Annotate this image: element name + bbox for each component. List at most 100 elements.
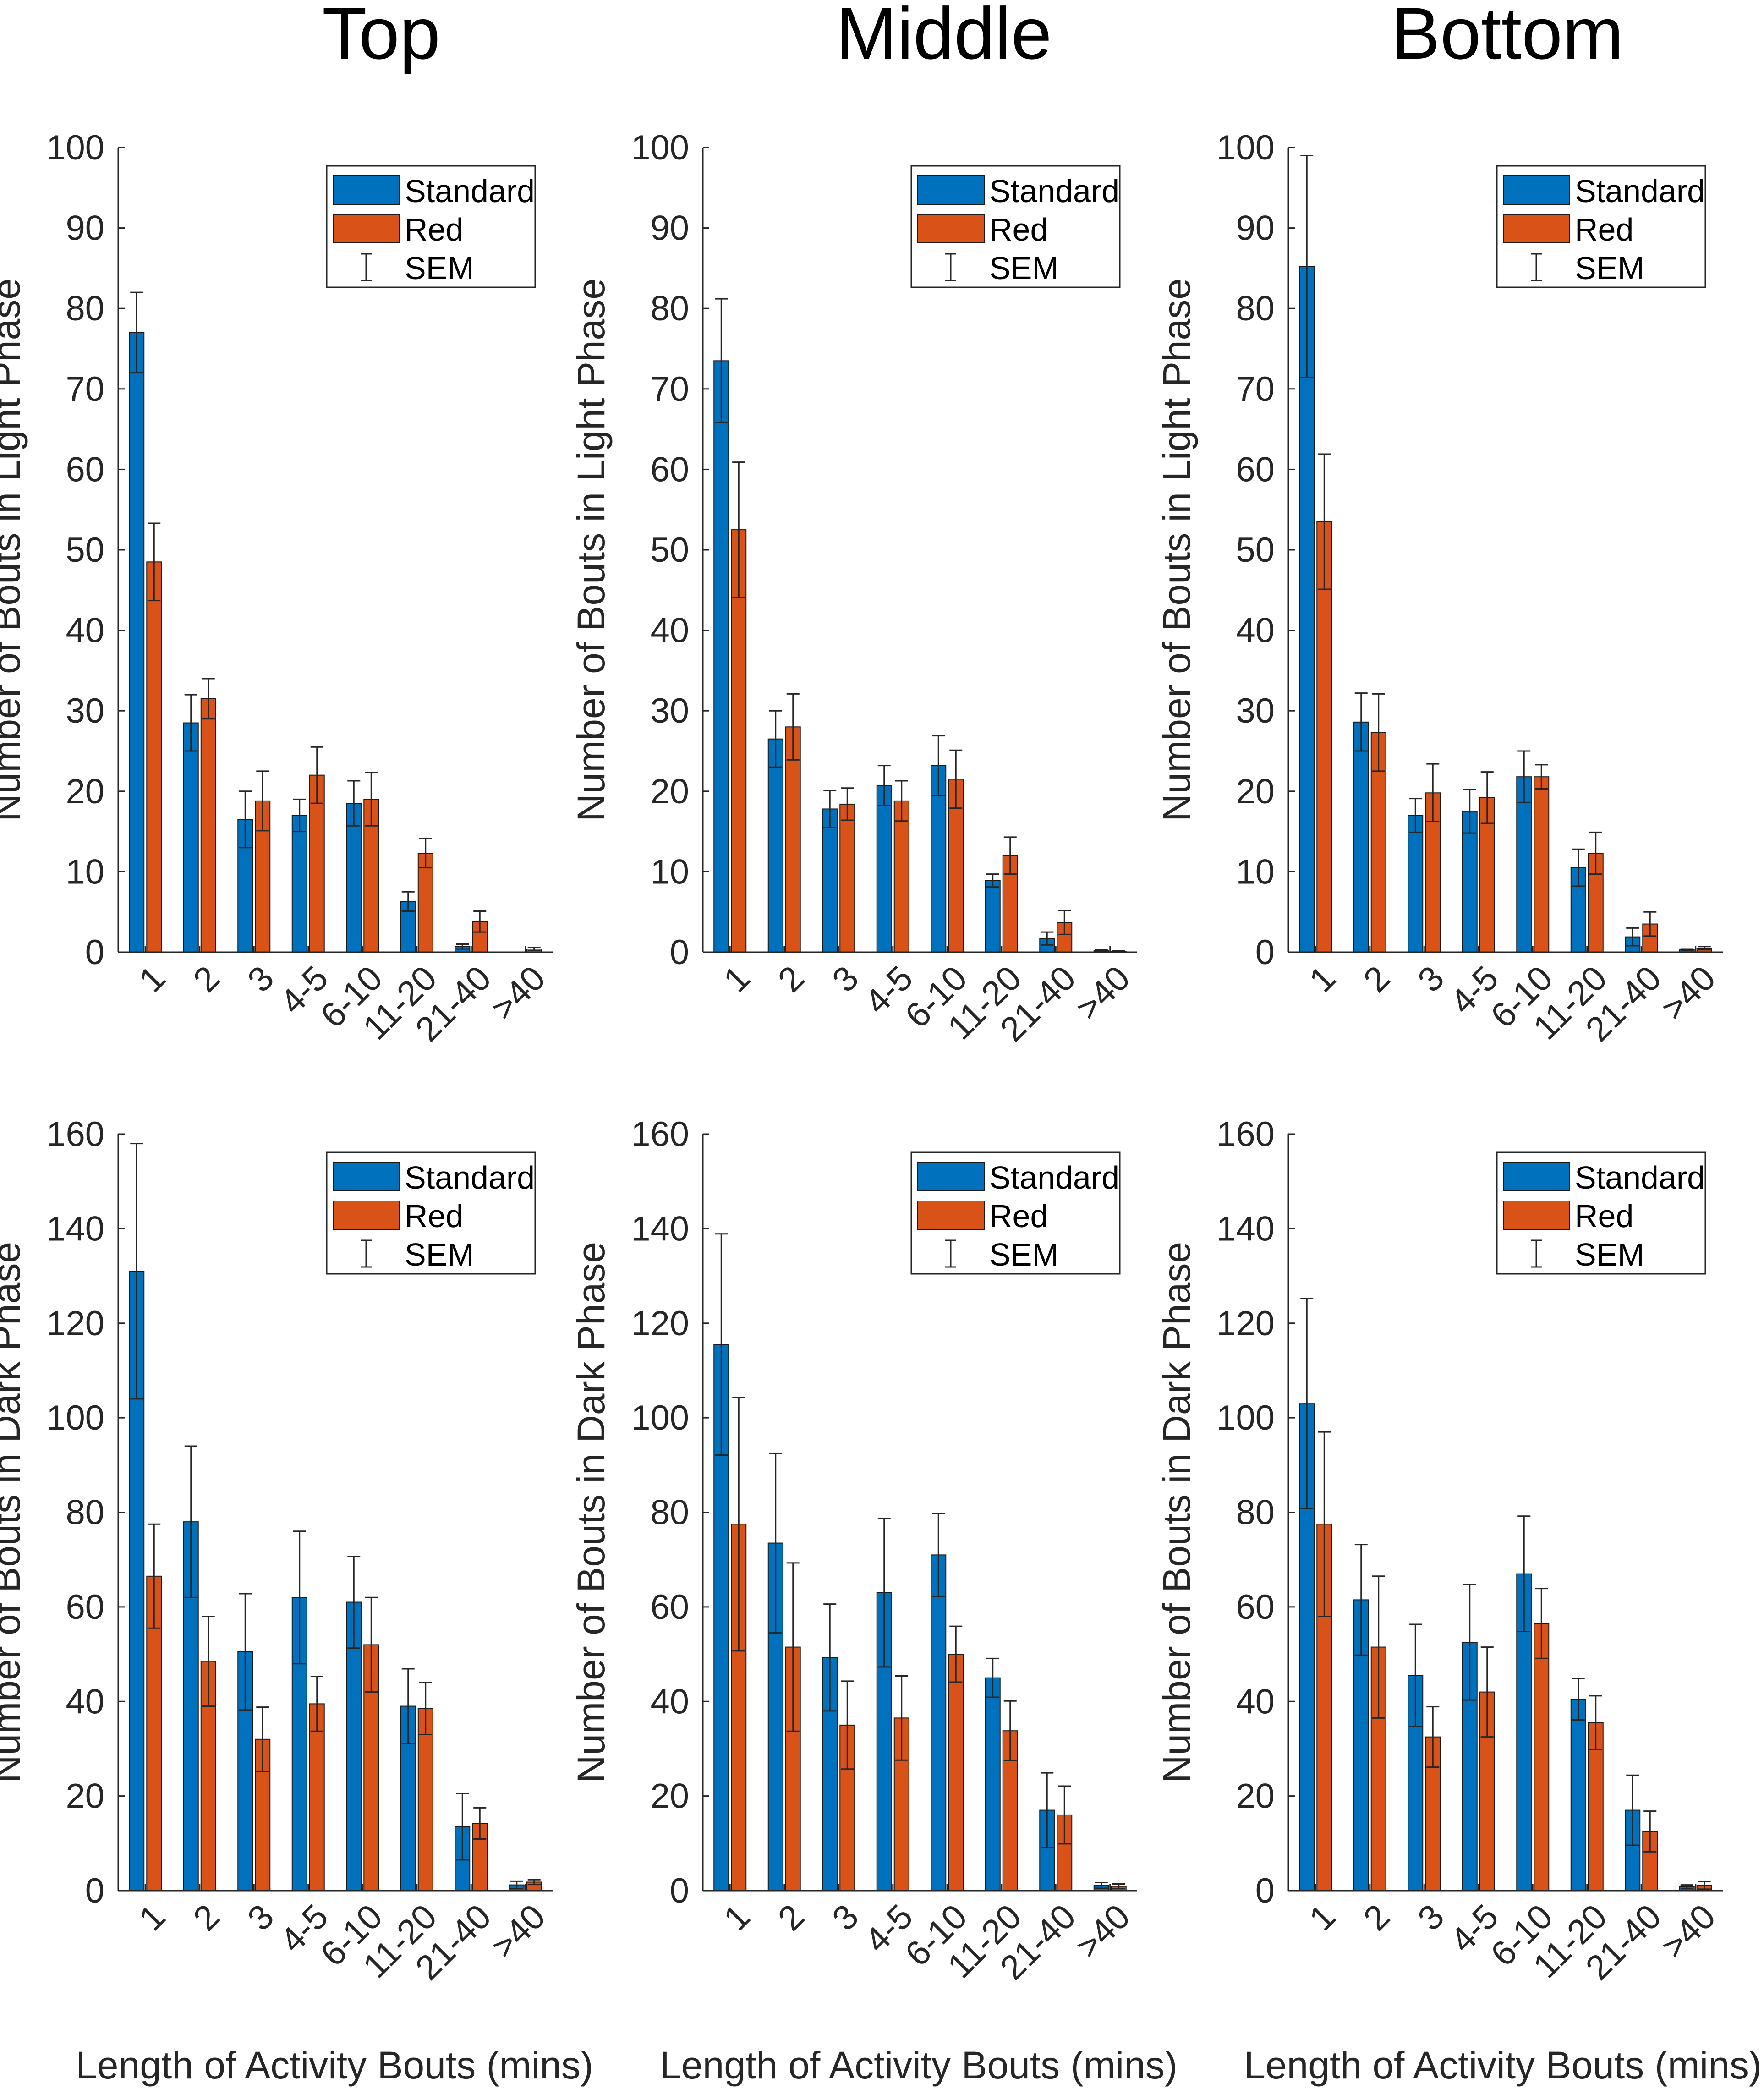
bar-red-4-5 bbox=[309, 774, 325, 953]
y-tick-label: 100 bbox=[631, 1398, 689, 1437]
y-tick-label: 160 bbox=[46, 1115, 104, 1154]
y-tick-label: 30 bbox=[1236, 691, 1275, 730]
legend-label-red: Red bbox=[1575, 1198, 1633, 1234]
y-tick-label: 80 bbox=[650, 289, 689, 328]
y-tick-label: 100 bbox=[46, 1398, 104, 1437]
y-tick-label: 20 bbox=[650, 1777, 689, 1816]
y-tick-label: 40 bbox=[66, 1682, 104, 1721]
y-tick-label: 100 bbox=[1216, 128, 1275, 167]
bar-standard-2 bbox=[1353, 721, 1369, 953]
y-tick-label: 90 bbox=[1236, 209, 1275, 248]
bar-standard-11-20 bbox=[1570, 1699, 1586, 1891]
y-tick-label: 50 bbox=[66, 531, 104, 570]
bar-standard-2 bbox=[767, 738, 783, 953]
y-tick-label: 40 bbox=[1236, 1682, 1275, 1721]
y-tick-label: 10 bbox=[66, 852, 104, 891]
bar-red-11-20 bbox=[417, 853, 433, 953]
y-axis-label: Number of Bouts in Dark Phase bbox=[1155, 1242, 1198, 1783]
y-tick-label: 140 bbox=[631, 1209, 689, 1248]
x-tick-label: 1 bbox=[1302, 1897, 1343, 1938]
bar-standard-6-10 bbox=[931, 1554, 947, 1891]
y-tick-label: 0 bbox=[1255, 1871, 1275, 1910]
bar-standard-6-10 bbox=[346, 1601, 362, 1891]
panel-4: 0 20 40 60 80 100 120 140 160 Number of Bouts in … bbox=[570, 1115, 1138, 1987]
y-axis-label: Number of Bouts in Light Phase bbox=[1155, 278, 1198, 822]
x-tick-label: >40 bbox=[484, 959, 553, 1028]
panel-2: 0 10 20 30 40 50 60 70 80 90 100 Number of Bouts in… bbox=[1155, 128, 1723, 1049]
legend-label-red: Red bbox=[405, 1198, 463, 1234]
bar-red-6-10 bbox=[1534, 776, 1550, 953]
y-tick-label: 20 bbox=[1236, 772, 1275, 811]
y-tick-label: 160 bbox=[631, 1115, 689, 1154]
legend-label-standard: Standard bbox=[405, 173, 535, 209]
y-tick-label: 120 bbox=[1216, 1304, 1275, 1343]
legend-swatch-red bbox=[1503, 1201, 1570, 1230]
legend-swatch-standard bbox=[333, 1162, 400, 1191]
y-tick-label: 60 bbox=[1236, 450, 1275, 489]
legend-swatch-red bbox=[917, 214, 985, 243]
legend-swatch-red bbox=[1503, 214, 1570, 243]
y-tick-label: 80 bbox=[1236, 289, 1275, 328]
legend-label-sem: SEM bbox=[405, 250, 474, 286]
legend-label-sem: SEM bbox=[989, 250, 1059, 286]
y-tick-label: 120 bbox=[631, 1304, 689, 1343]
legend-swatch-standard bbox=[917, 1162, 985, 1191]
panel-3: 0 20 40 60 80 100 120 140 160 Number of Bouts in … bbox=[0, 1115, 553, 1987]
legend-swatch-standard bbox=[1503, 1162, 1570, 1191]
legend-label-standard: Standard bbox=[1575, 1160, 1705, 1195]
legend-label-red: Red bbox=[989, 1198, 1048, 1234]
y-tick-label: 120 bbox=[46, 1304, 104, 1343]
y-tick-label: 30 bbox=[66, 691, 104, 730]
bar-standard-11-20 bbox=[985, 880, 1001, 953]
legend-label-standard: Standard bbox=[989, 1160, 1119, 1195]
legend-label-red: Red bbox=[405, 212, 463, 247]
y-tick-label: 80 bbox=[66, 289, 104, 328]
bar-standard-6-10 bbox=[346, 803, 362, 953]
y-tick-label: 20 bbox=[1236, 1777, 1275, 1816]
y-tick-label: 10 bbox=[650, 852, 689, 891]
y-tick-label: 50 bbox=[1236, 531, 1275, 570]
column-title-2: Bottom bbox=[1391, 0, 1624, 74]
y-axis-label: Number of Bouts in Dark Phase bbox=[0, 1242, 28, 1783]
legend-label-standard: Standard bbox=[405, 1160, 535, 1195]
bar-standard-11-20 bbox=[985, 1677, 1001, 1891]
y-tick-label: 100 bbox=[631, 128, 689, 167]
bar-standard-4-5 bbox=[291, 815, 307, 953]
y-tick-label: 40 bbox=[66, 611, 104, 650]
y-tick-label: 100 bbox=[46, 128, 104, 167]
x-tick-label: 2 bbox=[186, 1897, 227, 1938]
y-tick-label: 70 bbox=[1236, 370, 1275, 409]
legend-swatch-red bbox=[333, 1201, 400, 1230]
y-tick-label: 0 bbox=[670, 1871, 689, 1910]
bar-standard-1 bbox=[1299, 266, 1315, 953]
bar-red-6-10 bbox=[1534, 1623, 1550, 1892]
x-axis-label-2: Length of Activity Bouts (mins) bbox=[1244, 2044, 1762, 2087]
legend-label-sem: SEM bbox=[1575, 1237, 1644, 1272]
column-title-1: Middle bbox=[836, 0, 1052, 74]
y-tick-label: 80 bbox=[66, 1493, 104, 1532]
y-tick-label: 70 bbox=[66, 370, 104, 409]
y-tick-label: 60 bbox=[66, 1588, 104, 1627]
y-tick-label: 80 bbox=[1236, 1493, 1275, 1532]
y-tick-label: 50 bbox=[650, 531, 689, 570]
legend-swatch-standard bbox=[333, 175, 400, 205]
y-tick-label: 20 bbox=[650, 772, 689, 811]
y-tick-label: 60 bbox=[650, 450, 689, 489]
y-tick-label: 140 bbox=[1216, 1209, 1275, 1248]
x-axis-label-0: Length of Activity Bouts (mins) bbox=[76, 2044, 593, 2087]
y-axis-label: Number of Bouts in Light Phase bbox=[0, 278, 28, 822]
bar-standard-1 bbox=[713, 360, 729, 953]
y-axis-label: Number of Bouts in Light Phase bbox=[570, 278, 613, 822]
y-tick-label: 0 bbox=[1255, 933, 1275, 972]
panel-1: 0 10 20 30 40 50 60 70 80 90 100 Number of Bouts in… bbox=[570, 128, 1138, 1049]
y-tick-label: 140 bbox=[46, 1209, 104, 1248]
x-tick-label: 2 bbox=[186, 959, 227, 1000]
legend-label-standard: Standard bbox=[989, 173, 1119, 209]
legend-label-sem: SEM bbox=[989, 1237, 1059, 1272]
y-tick-label: 60 bbox=[650, 1588, 689, 1627]
y-tick-label: 60 bbox=[66, 450, 104, 489]
x-tick-label: >40 bbox=[1068, 1897, 1138, 1966]
y-tick-label: 70 bbox=[650, 370, 689, 409]
bar-red-6-10 bbox=[948, 1654, 964, 1891]
bar-standard-1 bbox=[129, 332, 145, 953]
